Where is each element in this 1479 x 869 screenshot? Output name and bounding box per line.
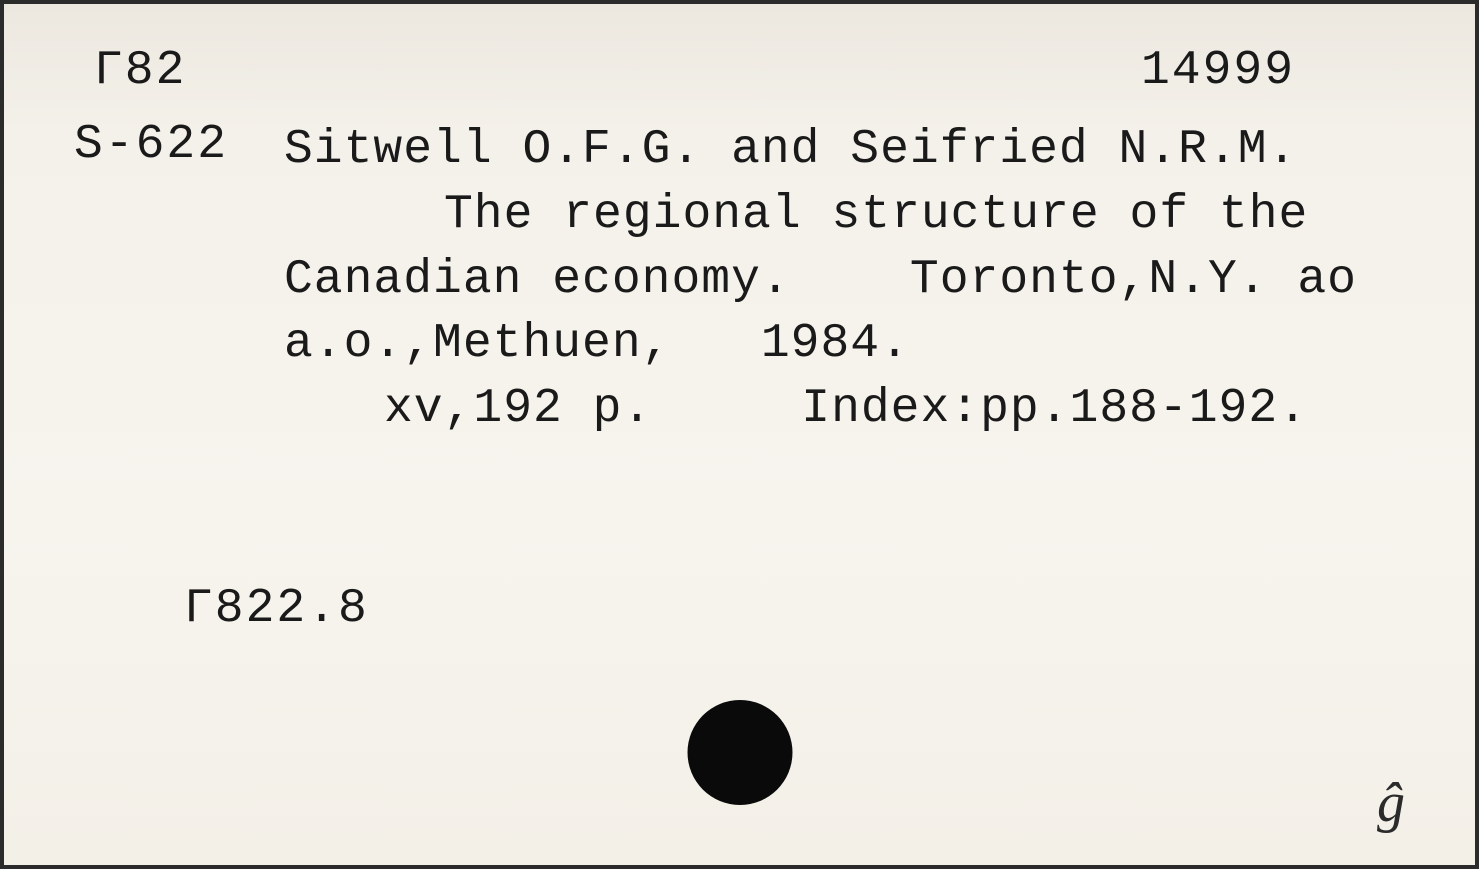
record-number: 14999	[1141, 44, 1295, 98]
collation-line: xv,192 p. Index:pp.188-192.	[284, 377, 1357, 442]
punch-hole-icon	[687, 700, 792, 805]
call-number: S-622	[74, 118, 284, 172]
top-row: Г82 14999	[74, 44, 1415, 98]
bibliographic-text: Sitwell O.F.G. and Seifried N.R.M. The r…	[284, 118, 1357, 442]
imprint-line-1: Canadian economy. Toronto,N.Y. ao	[284, 248, 1357, 313]
index-card: Г82 14999 S-622 Sitwell O.F.G. and Seifr…	[0, 0, 1479, 869]
author-line: Sitwell O.F.G. and Seifried N.R.M.	[284, 118, 1357, 183]
classification-top-left: Г82	[94, 44, 186, 98]
imprint-line-2: a.o.,Methuen, 1984.	[284, 312, 1357, 377]
catalog-entry: S-622 Sitwell O.F.G. and Seifried N.R.M.…	[74, 118, 1415, 442]
title-line: The regional structure of the	[284, 183, 1357, 248]
handwritten-mark: ĝ	[1377, 771, 1405, 835]
shelf-code: Г822.8	[184, 582, 1415, 636]
